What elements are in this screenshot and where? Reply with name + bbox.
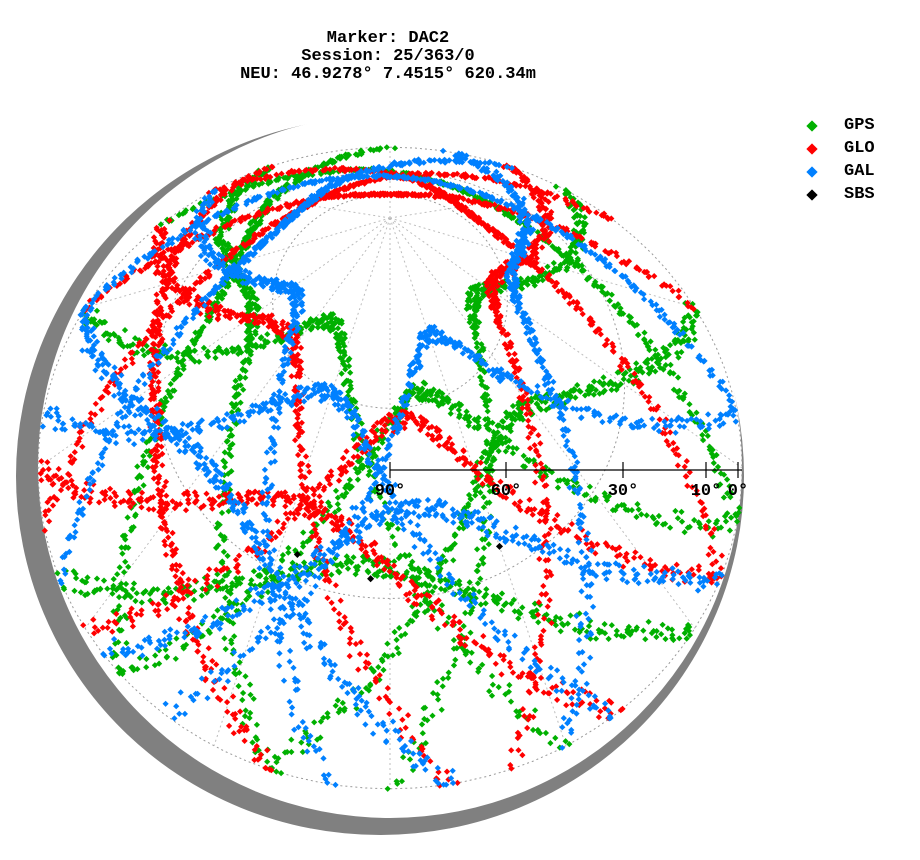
- gps-point: [246, 681, 254, 688]
- gps-point: [241, 712, 249, 720]
- gps-point: [231, 393, 238, 400]
- gps-point: [264, 758, 271, 765]
- gps-point: [232, 377, 239, 385]
- gps-point: [232, 384, 240, 392]
- gps-point: [227, 637, 235, 644]
- gps-point: [246, 299, 253, 307]
- gps-point: [219, 245, 226, 252]
- azimuth-spoke: [389, 217, 743, 469]
- azimuth-spoke: [389, 217, 696, 629]
- gps-point: [218, 509, 226, 517]
- gps-point: [222, 645, 229, 653]
- title-line-session: Session: 25/363/0: [301, 47, 475, 66]
- gps-point: [224, 552, 231, 560]
- gps-point: [239, 689, 247, 697]
- gps-point: [249, 293, 256, 300]
- gps-point: [216, 233, 223, 240]
- gps-point: [217, 531, 224, 539]
- gps-point: [224, 437, 231, 445]
- azimuth-spoke: [37, 217, 391, 469]
- title-line-position: NEU: 46.9278° 7.4515° 620.34m: [240, 65, 536, 84]
- gps-point: [235, 682, 242, 690]
- chart-title: Marker: DAC2 Session: 25/363/0 NEU: 46.9…: [0, 30, 776, 84]
- title-line-marker: Marker: DAC2: [326, 29, 450, 48]
- gps-point: [245, 357, 253, 364]
